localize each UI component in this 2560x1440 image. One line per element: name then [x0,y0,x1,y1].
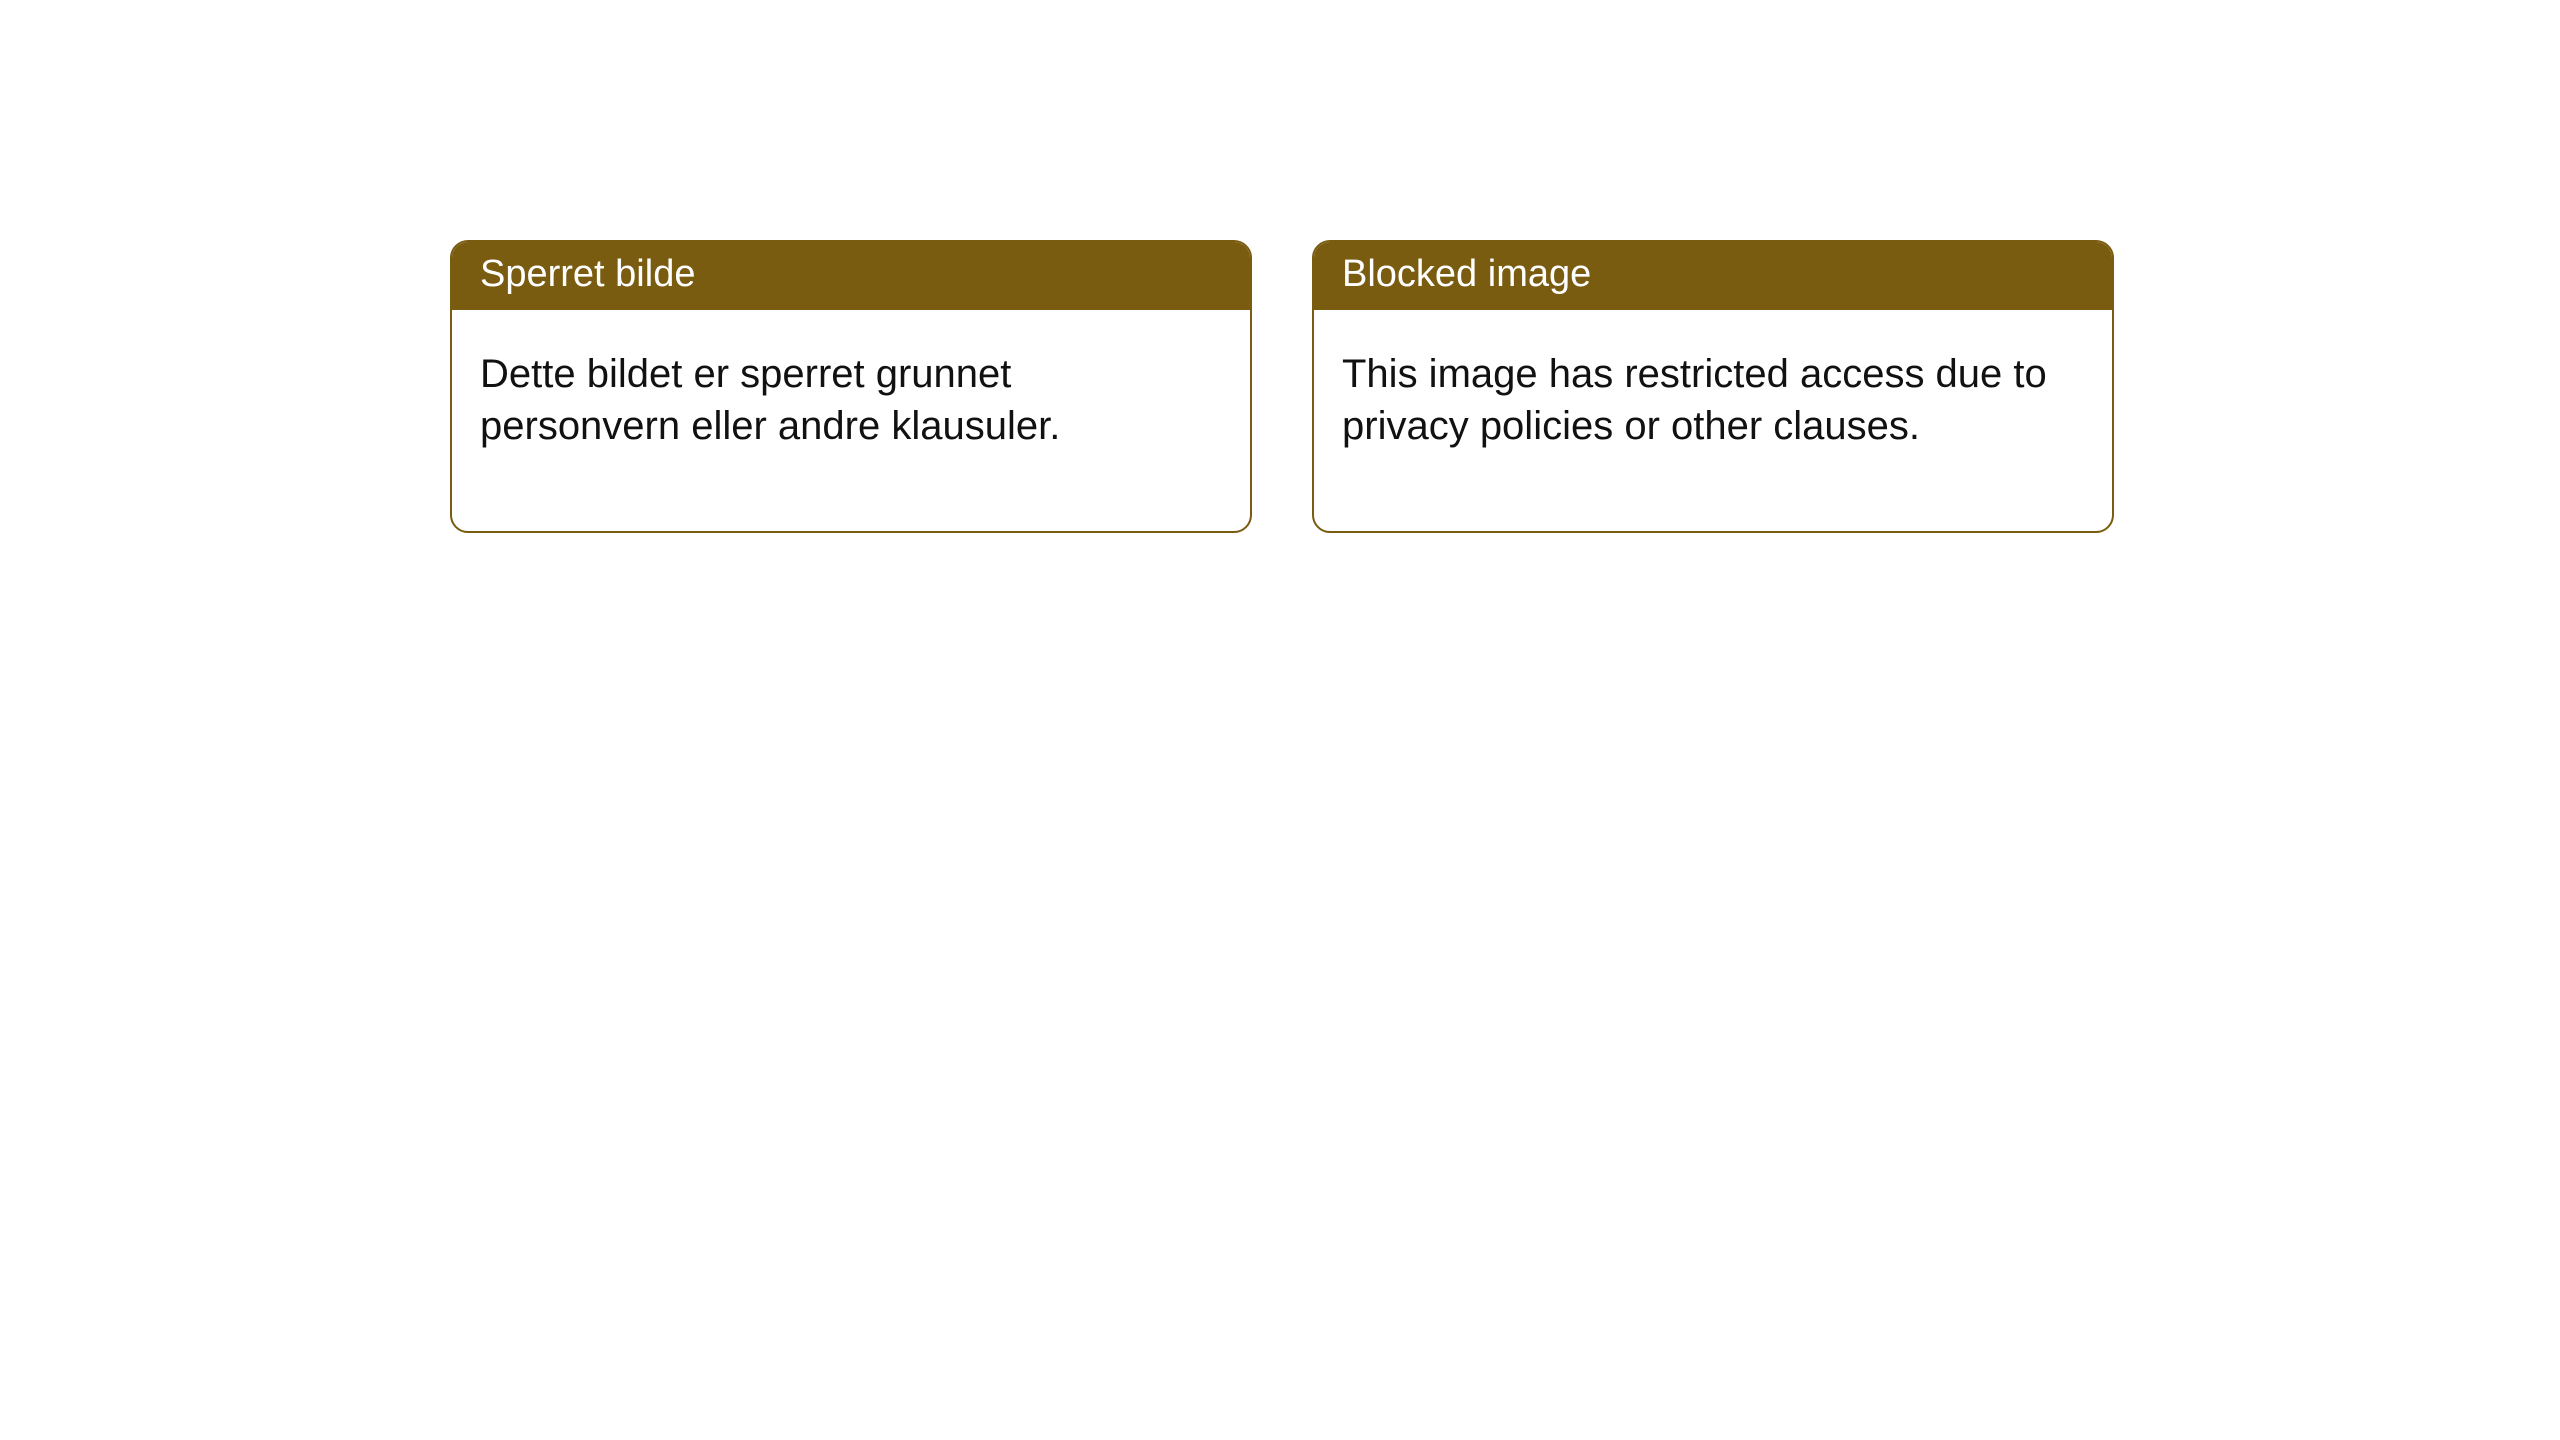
notice-container: Sperret bilde Dette bildet er sperret gr… [0,0,2560,533]
notice-card-english: Blocked image This image has restricted … [1312,240,2114,533]
notice-body: This image has restricted access due to … [1314,310,2112,532]
notice-card-norwegian: Sperret bilde Dette bildet er sperret gr… [450,240,1252,533]
notice-body: Dette bildet er sperret grunnet personve… [452,310,1250,532]
notice-title: Blocked image [1314,242,2112,310]
notice-title: Sperret bilde [452,242,1250,310]
